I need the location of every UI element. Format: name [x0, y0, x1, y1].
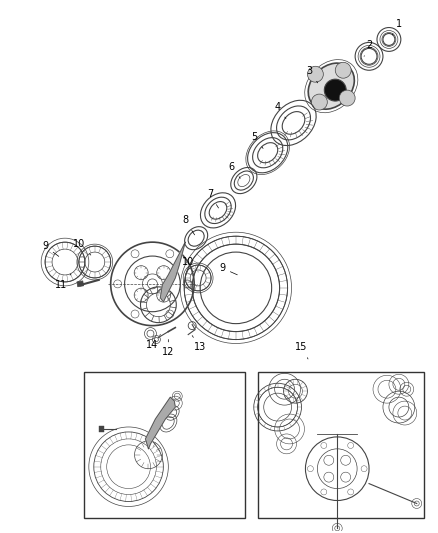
Text: 14: 14	[146, 335, 160, 351]
Text: 5: 5	[252, 132, 263, 149]
Text: 10: 10	[73, 239, 91, 255]
Polygon shape	[160, 242, 185, 302]
Bar	[258, 373, 424, 519]
Bar	[77, 281, 84, 287]
Text: 11: 11	[55, 274, 71, 290]
Text: 7: 7	[207, 189, 219, 208]
Polygon shape	[145, 397, 175, 449]
Text: 15: 15	[295, 343, 308, 359]
Bar	[99, 426, 104, 432]
Text: 13: 13	[192, 336, 206, 352]
Ellipse shape	[308, 63, 354, 109]
Bar	[84, 373, 245, 519]
Text: 12: 12	[162, 340, 174, 358]
Text: 4: 4	[275, 102, 286, 119]
Circle shape	[307, 66, 323, 82]
Circle shape	[339, 90, 355, 106]
Circle shape	[311, 94, 327, 110]
Text: 2: 2	[364, 41, 372, 56]
Text: 9: 9	[42, 241, 59, 256]
Circle shape	[335, 62, 351, 78]
Text: 6: 6	[229, 161, 240, 178]
Text: 3: 3	[306, 66, 318, 83]
Circle shape	[324, 79, 346, 101]
Text: 8: 8	[182, 215, 194, 235]
Text: 10: 10	[182, 257, 198, 272]
Text: 9: 9	[219, 263, 237, 275]
Text: 1: 1	[392, 19, 402, 35]
